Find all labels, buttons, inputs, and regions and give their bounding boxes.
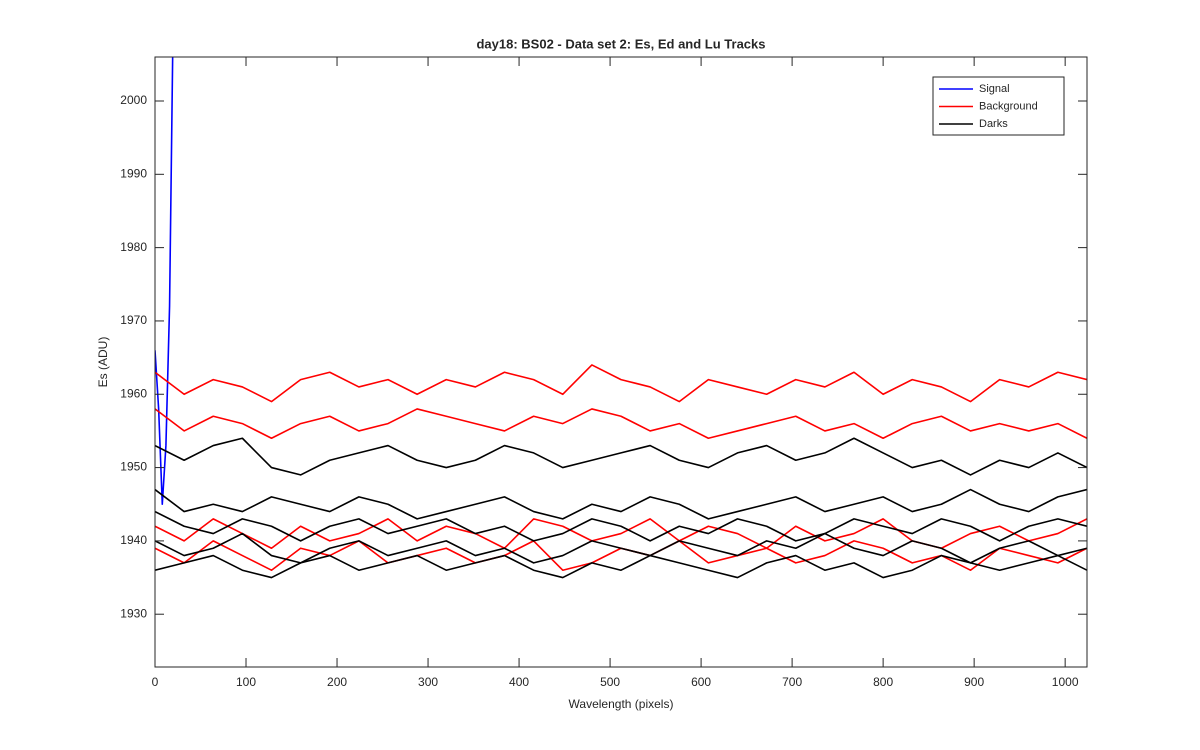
y-tick-label: 1970 — [120, 313, 147, 327]
x-tick-label: 200 — [327, 675, 347, 689]
plot-area — [155, 57, 1087, 579]
x-tick-label: 900 — [964, 675, 984, 689]
legend-label: Background — [979, 100, 1038, 112]
x-tick-label: 800 — [873, 675, 893, 689]
x-tick-label: 700 — [782, 675, 802, 689]
series-line — [155, 510, 1087, 542]
x-tick-label: 300 — [418, 675, 438, 689]
x-tick-label: 500 — [600, 675, 620, 689]
x-tick-label: 100 — [236, 675, 256, 689]
series-line — [155, 57, 174, 506]
series-line — [155, 488, 1087, 520]
series-line — [155, 364, 1087, 403]
y-tick-label: 1940 — [120, 533, 147, 547]
y-tick-label: 1950 — [120, 460, 147, 474]
legend-label: Signal — [979, 83, 1010, 95]
x-tick-label: 400 — [509, 675, 529, 689]
x-axis-label: Wavelength (pixels) — [569, 697, 674, 711]
chart-title: day18: BS02 - Data set 2: Es, Ed and Lu … — [476, 36, 765, 51]
x-tick-label: 1000 — [1052, 675, 1079, 689]
legend-label: Darks — [979, 118, 1008, 130]
y-tick-label: 2000 — [120, 93, 147, 107]
y-tick-label: 1980 — [120, 240, 147, 254]
y-axis-label: Es (ADU) — [96, 337, 110, 388]
x-tick-label: 0 — [152, 675, 159, 689]
series-line — [155, 554, 1087, 579]
y-tick-label: 1960 — [120, 386, 147, 400]
axes-box — [154, 56, 1088, 668]
series-line — [155, 532, 1087, 564]
y-tick-label: 1990 — [120, 166, 147, 180]
x-tick-label: 600 — [691, 675, 711, 689]
series-line — [155, 437, 1087, 476]
series-line — [155, 408, 1087, 440]
y-tick-label: 1930 — [120, 606, 147, 620]
